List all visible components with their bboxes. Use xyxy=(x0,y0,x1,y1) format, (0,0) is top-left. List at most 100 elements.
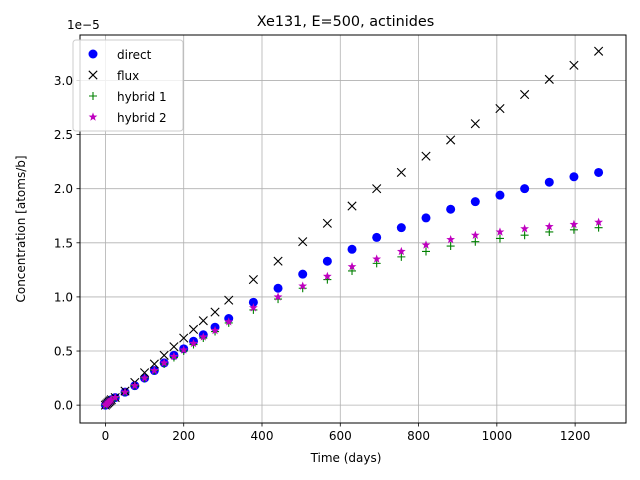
data-point xyxy=(594,46,604,56)
data-point xyxy=(446,234,456,244)
data-point xyxy=(169,351,179,361)
chart-title: Xe131, E=500, actinides xyxy=(257,14,434,30)
legend-marker-direct xyxy=(88,49,98,59)
data-point xyxy=(594,167,604,177)
data-point xyxy=(298,237,308,247)
data-point xyxy=(372,184,382,194)
data-point xyxy=(495,104,505,114)
data-point xyxy=(421,213,431,223)
x-tick-label: 200 xyxy=(172,429,195,443)
data-point xyxy=(470,230,480,239)
y-tick-label: 1.5 xyxy=(54,236,73,250)
data-point xyxy=(273,292,283,301)
legend-marker-flux xyxy=(88,70,98,80)
data-point xyxy=(421,247,430,256)
legend-label-flux: flux xyxy=(117,69,139,83)
series-hybrid-2 xyxy=(101,217,603,409)
data-point xyxy=(594,217,603,226)
data-point xyxy=(520,89,530,100)
x-tick-label: 1000 xyxy=(482,429,513,443)
data-point xyxy=(149,365,159,375)
legend-label-hybrid-1: hybrid 1 xyxy=(117,90,167,104)
data-point xyxy=(188,324,199,334)
data-point xyxy=(520,224,529,233)
y-ticks: 0.0 0.5 1.0 1.5 2.0 2.5 3.0 xyxy=(54,74,80,413)
x-tick-label: 600 xyxy=(329,429,352,443)
legend-box xyxy=(72,39,184,132)
y-offset-label: 1e−5 xyxy=(67,18,100,32)
data-point xyxy=(140,373,149,382)
data-point xyxy=(198,332,208,341)
data-point xyxy=(273,256,283,266)
x-ticks: 0 200 400 600 800 1000 1200 xyxy=(102,423,591,443)
data-point xyxy=(545,227,554,236)
y-axis-label: Concentration [atoms/b] xyxy=(14,155,28,302)
data-point xyxy=(210,325,220,335)
data-point xyxy=(249,303,258,312)
data-point xyxy=(594,223,603,232)
data-point xyxy=(322,218,332,228)
y-tick-label: 0.5 xyxy=(54,345,73,359)
data-point xyxy=(224,295,234,305)
data-point xyxy=(347,262,357,271)
data-point xyxy=(569,225,578,234)
legend-label-direct: direct xyxy=(117,48,152,62)
data-point xyxy=(446,204,456,214)
y-tick-label: 2.0 xyxy=(54,182,73,196)
data-point xyxy=(248,275,258,285)
x-axis-label: Time (days) xyxy=(310,451,382,465)
data-point xyxy=(322,271,332,281)
grid xyxy=(80,35,626,423)
data-point xyxy=(396,167,406,178)
data-point xyxy=(347,201,357,211)
data-point xyxy=(248,297,258,307)
legend-label-hybrid-2: hybrid 2 xyxy=(117,111,167,125)
data-point xyxy=(569,172,579,182)
data-point xyxy=(110,392,120,402)
data-point xyxy=(210,307,220,317)
data-point xyxy=(372,254,382,263)
legend: direct flux hybrid 1 hybrid 2 xyxy=(72,39,184,132)
data-point xyxy=(495,234,504,243)
y-tick-label: 2.5 xyxy=(54,128,73,142)
data-point xyxy=(520,184,530,194)
y-tick-label: 3.0 xyxy=(54,74,73,88)
data-point xyxy=(520,231,529,240)
y-tick-label: 1.0 xyxy=(54,290,73,304)
x-tick-label: 800 xyxy=(407,429,430,443)
data-point xyxy=(569,60,579,70)
data-point xyxy=(169,342,179,352)
data-point xyxy=(179,345,189,354)
data-point xyxy=(179,333,189,343)
data-point xyxy=(139,368,150,378)
data-point xyxy=(397,252,406,261)
data-point xyxy=(421,240,431,249)
data-series xyxy=(100,46,604,410)
x-tick-label: 1200 xyxy=(560,429,591,443)
legend-marker-hybrid-2 xyxy=(88,112,98,121)
data-point xyxy=(159,350,169,360)
data-point xyxy=(198,316,208,326)
data-point xyxy=(544,221,554,231)
data-point xyxy=(544,74,554,84)
legend-marker-hybrid-1 xyxy=(89,92,97,100)
data-point xyxy=(273,283,283,293)
data-point xyxy=(322,256,332,266)
data-point xyxy=(495,190,505,200)
data-point xyxy=(149,359,159,369)
data-point xyxy=(396,246,406,256)
data-point xyxy=(495,227,505,236)
data-point xyxy=(421,151,431,161)
data-point xyxy=(470,197,480,207)
data-point xyxy=(106,395,116,404)
data-point xyxy=(159,358,169,367)
x-tick-label: 0 xyxy=(102,429,110,443)
data-point xyxy=(569,219,579,229)
data-point xyxy=(224,317,234,326)
data-point xyxy=(347,244,357,254)
data-point xyxy=(471,237,480,246)
data-point xyxy=(446,242,455,251)
data-point xyxy=(372,232,382,242)
data-point xyxy=(189,338,198,348)
